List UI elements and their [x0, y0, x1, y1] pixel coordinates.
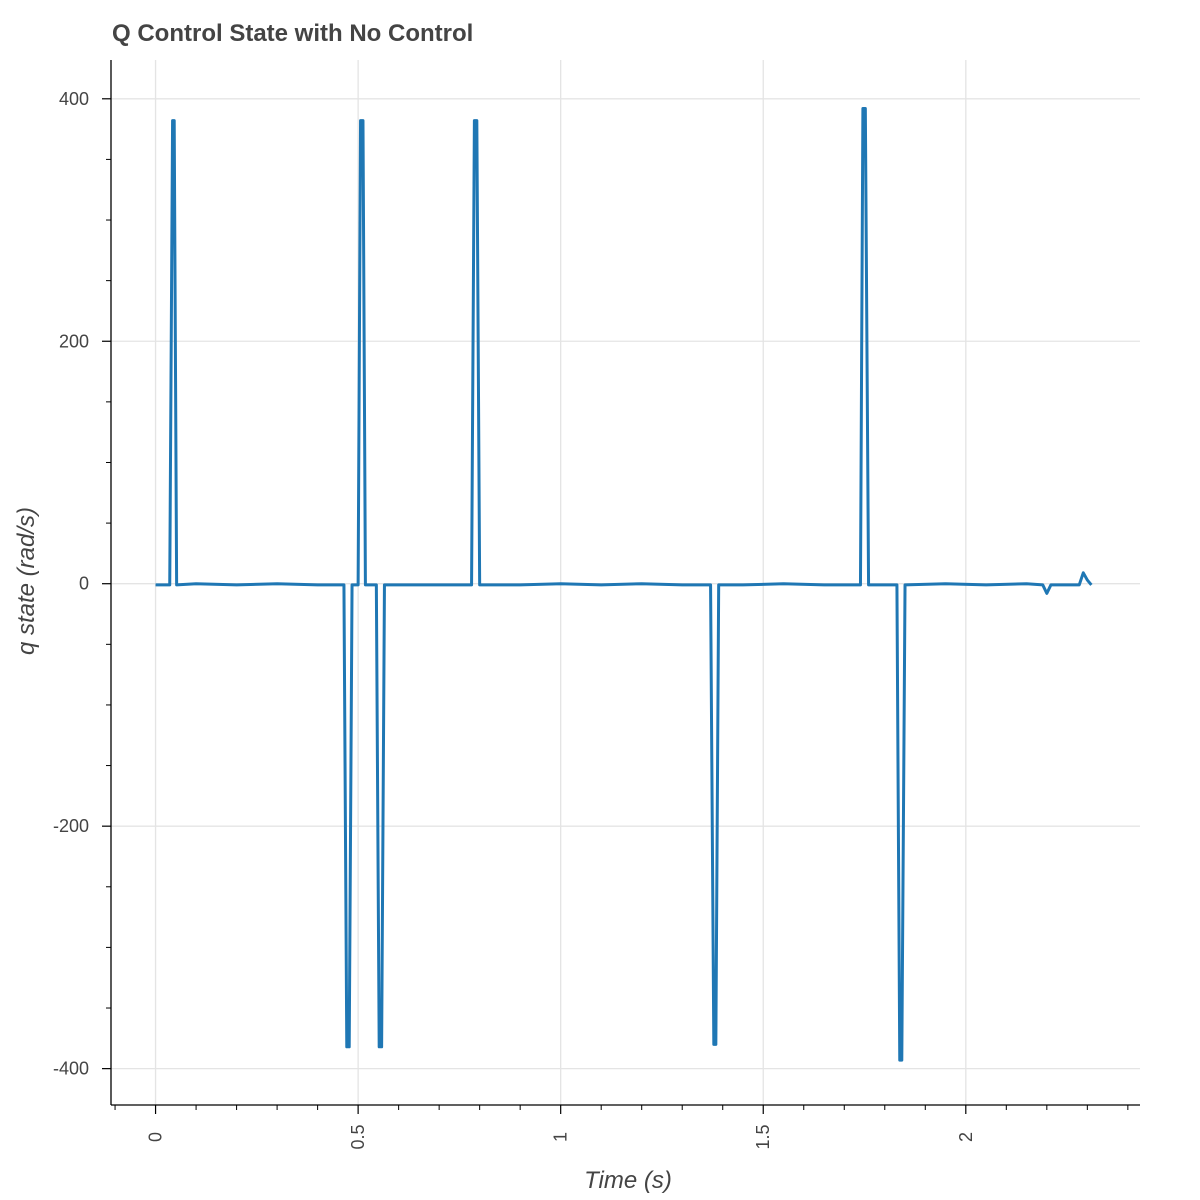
series-line — [155, 106, 1093, 1062]
y-tick-label: 200 — [59, 331, 89, 351]
tick-labels: 0 0.5 1 1.5 2 400 200 0 -200 -400 — [53, 89, 976, 1150]
x-tick-label: 0.5 — [348, 1124, 368, 1149]
x-tick-label: 1 — [551, 1132, 571, 1142]
x-axis-label: Time (s) — [584, 1167, 672, 1194]
y-axis-label: q state (rad/s) — [13, 507, 40, 655]
y-tick-label: -200 — [53, 816, 89, 836]
y-tick-label: -400 — [53, 1059, 89, 1079]
ticks — [102, 98, 1129, 1114]
x-tick-label: 0 — [146, 1132, 166, 1142]
x-tick-label: 2 — [956, 1132, 976, 1142]
grid — [111, 60, 1140, 1105]
y-tick-label: 400 — [59, 89, 89, 109]
x-tick-label: 1.5 — [753, 1124, 773, 1149]
chart-title: Q Control State with No Control — [112, 20, 474, 47]
y-tick-label: 0 — [79, 574, 89, 594]
